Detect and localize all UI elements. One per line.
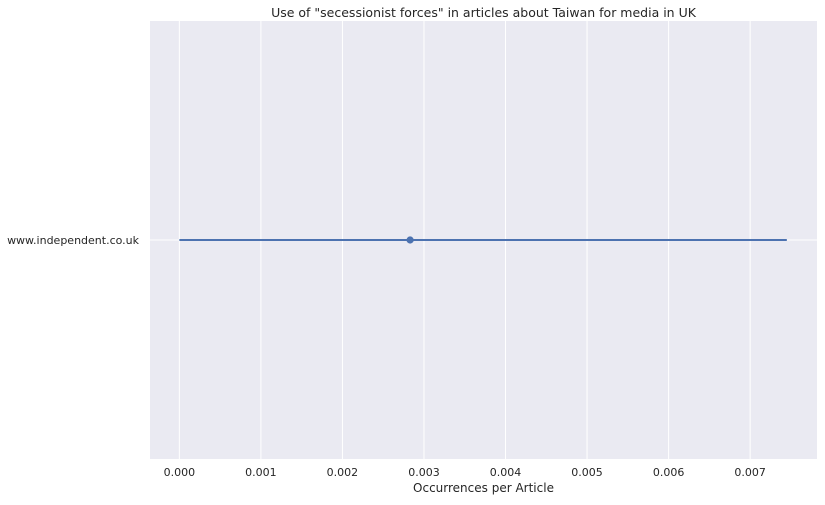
x-tick-label: 0.003 <box>408 466 440 479</box>
x-tick-label: 0.004 <box>490 466 522 479</box>
x-tick-label: 0.006 <box>653 466 685 479</box>
y-tick-label: www.independent.co.uk <box>7 234 140 247</box>
y-tick-labels: www.independent.co.uk <box>7 234 140 247</box>
marks-layer <box>179 236 787 244</box>
x-tick-label: 0.002 <box>327 466 359 479</box>
x-tick-label: 0.005 <box>571 466 603 479</box>
chart-title: Use of "secessionist forces" in articles… <box>271 5 697 20</box>
point-estimate <box>406 236 414 244</box>
x-axis-label: Occurrences per Article <box>413 481 554 495</box>
x-tick-label: 0.007 <box>734 466 766 479</box>
x-tick-label: 0.000 <box>164 466 196 479</box>
x-tick-labels: 0.000 0.001 0.002 0.003 0.004 0.005 0.006 0.007 <box>164 466 766 479</box>
x-tick-label: 0.001 <box>245 466 277 479</box>
